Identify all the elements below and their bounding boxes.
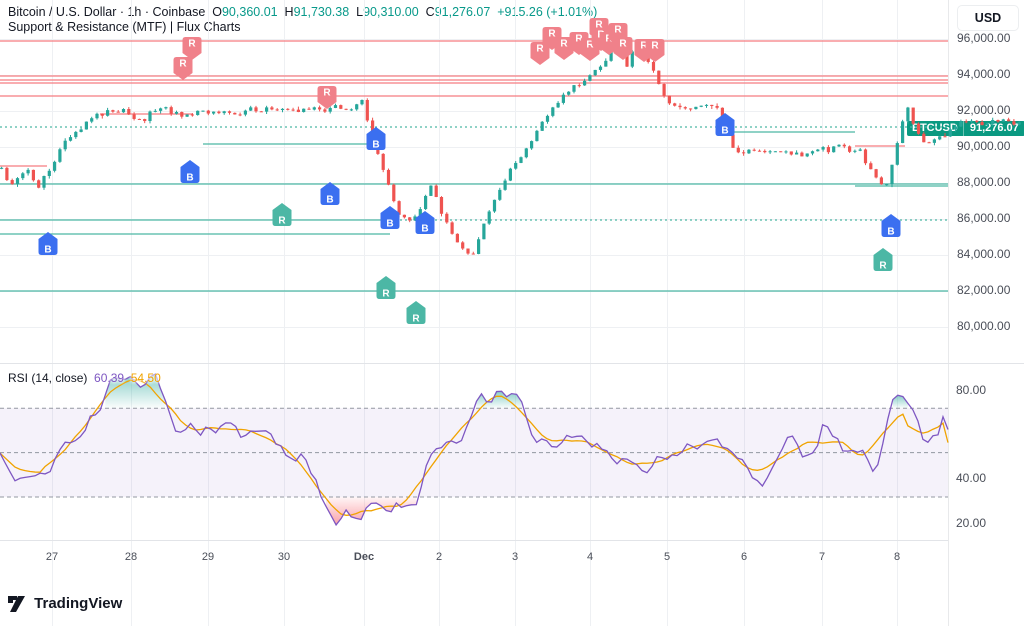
svg-text:R: R	[382, 288, 390, 299]
svg-text:B: B	[421, 223, 428, 234]
svg-text:B: B	[326, 194, 333, 205]
svg-text:B: B	[186, 172, 193, 183]
svg-text:B: B	[887, 226, 894, 237]
svg-text:R: R	[278, 215, 286, 226]
svg-text:R: R	[651, 41, 659, 52]
svg-text:B: B	[372, 139, 379, 150]
svg-text:R: R	[619, 39, 627, 50]
svg-text:R: R	[412, 313, 420, 324]
svg-text:B: B	[721, 125, 728, 136]
svg-text:R: R	[560, 39, 568, 50]
svg-text:B: B	[386, 218, 393, 229]
svg-text:R: R	[536, 44, 544, 55]
svg-text:R: R	[179, 59, 187, 70]
svg-text:R: R	[323, 88, 331, 99]
svg-text:B: B	[44, 244, 51, 255]
svg-text:R: R	[614, 25, 622, 36]
svg-text:R: R	[879, 260, 887, 271]
svg-text:R: R	[188, 39, 196, 50]
